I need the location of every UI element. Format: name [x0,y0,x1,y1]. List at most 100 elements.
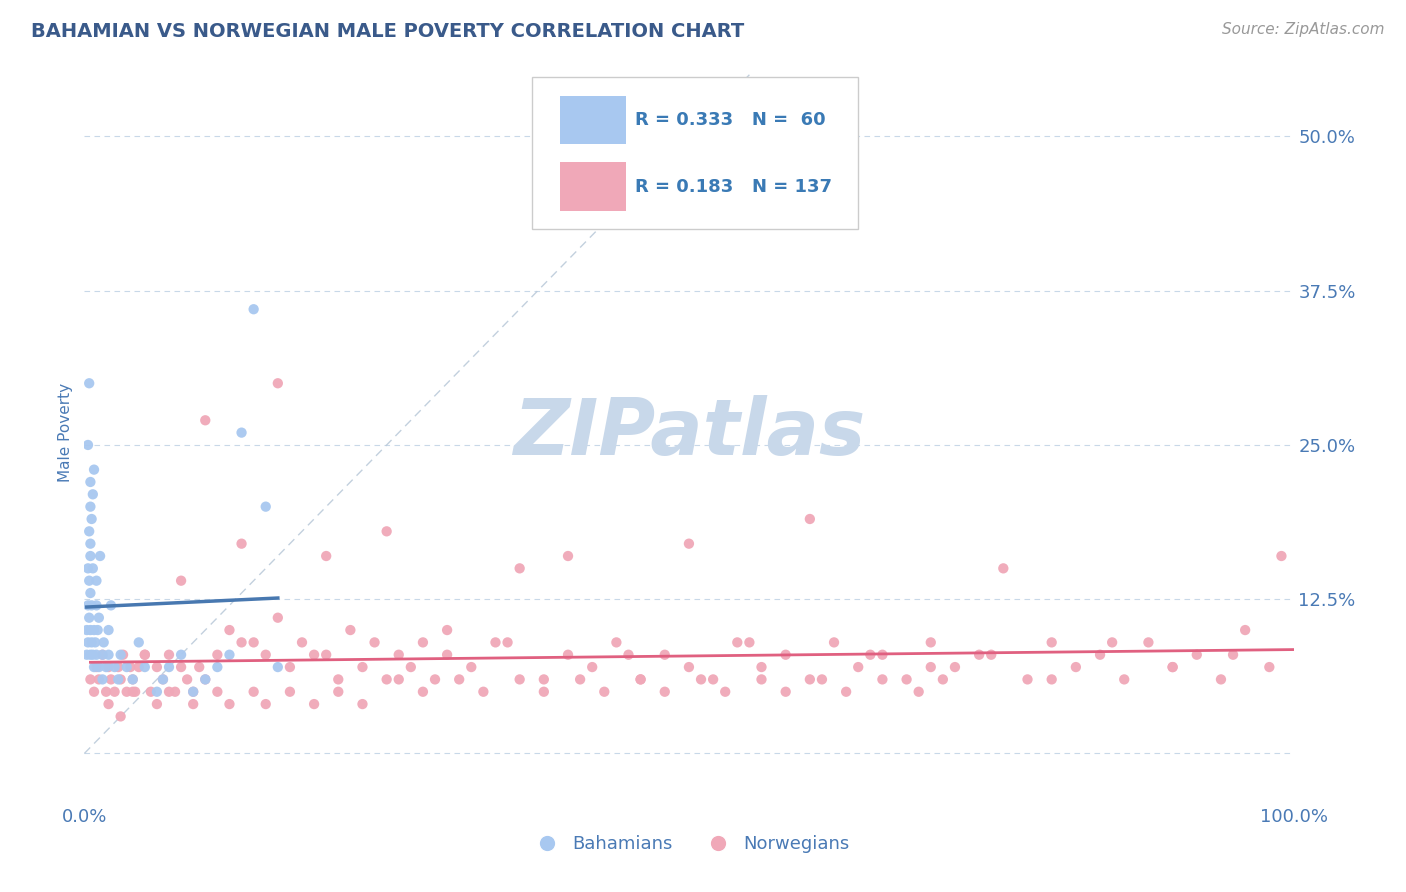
Point [194,673,217,687]
Point [799,673,821,687]
Point [84,635,107,649]
Point [254,648,277,662]
Point [399,660,422,674]
Point [76,648,98,662]
Point [152,673,174,687]
Point [104,685,127,699]
Point [920,635,942,649]
Point [86,660,108,674]
Point [77,599,100,613]
Point [690,673,713,687]
Text: R = 0.183   N = 137: R = 0.183 N = 137 [634,178,831,196]
Point [146,685,169,699]
Point [83,685,105,699]
Point [242,302,264,317]
Point [799,512,821,526]
Point [932,673,955,687]
Point [557,549,579,563]
Text: BAHAMIAN VS NORWEGIAN MALE POVERTY CORRELATION CHART: BAHAMIAN VS NORWEGIAN MALE POVERTY CORRE… [31,22,744,41]
Point [254,697,277,711]
Point [315,549,337,563]
Point [436,648,458,662]
Point [557,648,579,662]
Point [100,673,122,687]
Point [1040,635,1063,649]
Point [134,660,156,674]
Point [412,685,434,699]
Point [107,673,129,687]
Point [605,635,627,649]
Point [1270,549,1292,563]
Point [352,697,374,711]
Point [97,660,120,674]
Point [77,561,100,575]
Point [509,673,531,687]
Legend: Bahamians, Norwegians: Bahamians, Norwegians [522,828,856,861]
Point [194,673,217,687]
Point [218,648,240,662]
Point [751,660,773,674]
Point [375,673,398,687]
Point [1064,660,1087,674]
Point [1101,635,1123,649]
Point [170,574,193,588]
Point [94,660,117,674]
Point [110,709,132,723]
Point [352,660,374,674]
Point [980,648,1002,662]
Point [165,685,187,699]
Point [79,673,101,687]
Point [218,697,240,711]
Point [128,660,150,674]
Point [436,623,458,637]
Point [363,635,385,649]
Point [134,648,156,662]
Point [86,623,108,637]
Point [375,524,398,539]
Point [1017,673,1039,687]
Point [388,673,411,687]
Point [152,673,174,687]
Point [86,574,108,588]
Point [496,635,519,649]
Point [100,599,122,613]
Point [77,574,100,588]
Point [97,648,120,662]
Point [775,685,797,699]
Point [846,660,869,674]
Point [1185,648,1208,662]
Point [920,660,942,674]
Point [107,660,129,674]
Point [569,673,592,687]
Point [80,635,103,649]
Point [388,648,411,662]
Point [207,660,229,674]
Text: ZIPatlas: ZIPatlas [513,394,865,471]
Point [1137,635,1160,649]
Point [242,635,264,649]
Point [170,648,193,662]
Point [218,623,240,637]
Point [80,512,103,526]
Point [76,623,98,637]
Point [146,660,169,674]
Point [254,500,277,514]
Point [115,660,138,674]
Point [194,413,217,427]
Point [86,648,108,662]
Point [77,635,100,649]
Point [83,623,105,637]
Text: R = 0.333   N =  60: R = 0.333 N = 60 [634,112,825,129]
Point [581,660,603,674]
Point [82,648,104,662]
Point [181,685,204,699]
Point [80,599,103,613]
Point [449,673,471,687]
Point [97,697,120,711]
Point [77,438,100,452]
Point [170,660,193,674]
Point [1040,673,1063,687]
Point [1234,623,1257,637]
Point [1222,648,1244,662]
Point [593,685,616,699]
